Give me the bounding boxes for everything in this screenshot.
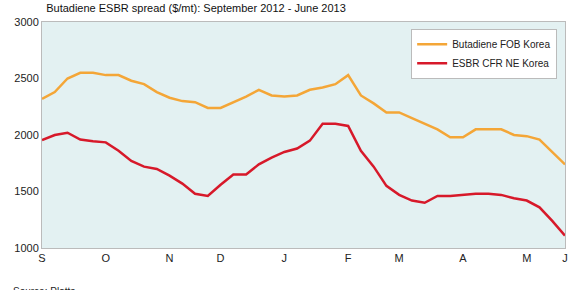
svg-text:N: N [166, 252, 174, 264]
svg-text:Source: Platts: Source: Platts [13, 286, 75, 290]
svg-text:D: D [217, 252, 225, 264]
svg-text:2000: 2000 [14, 129, 38, 141]
svg-text:A: A [459, 252, 467, 264]
svg-text:J: J [282, 252, 288, 264]
svg-text:3000: 3000 [14, 16, 38, 28]
svg-text:F: F [345, 252, 352, 264]
svg-text:1500: 1500 [14, 185, 38, 197]
svg-text:2500: 2500 [14, 72, 38, 84]
svg-text:M: M [395, 252, 404, 264]
svg-text:O: O [101, 252, 110, 264]
svg-text:Butadiene ESBR spread ($/mt):: Butadiene ESBR spread ($/mt): September … [46, 2, 346, 14]
svg-text:1000: 1000 [14, 242, 38, 254]
svg-text:ESBR CFR NE Korea: ESBR CFR NE Korea [452, 58, 549, 69]
svg-text:M: M [522, 252, 531, 264]
svg-text:J: J [562, 252, 568, 264]
svg-text:Butadiene FOB Korea: Butadiene FOB Korea [452, 39, 550, 50]
svg-text:S: S [38, 252, 45, 264]
